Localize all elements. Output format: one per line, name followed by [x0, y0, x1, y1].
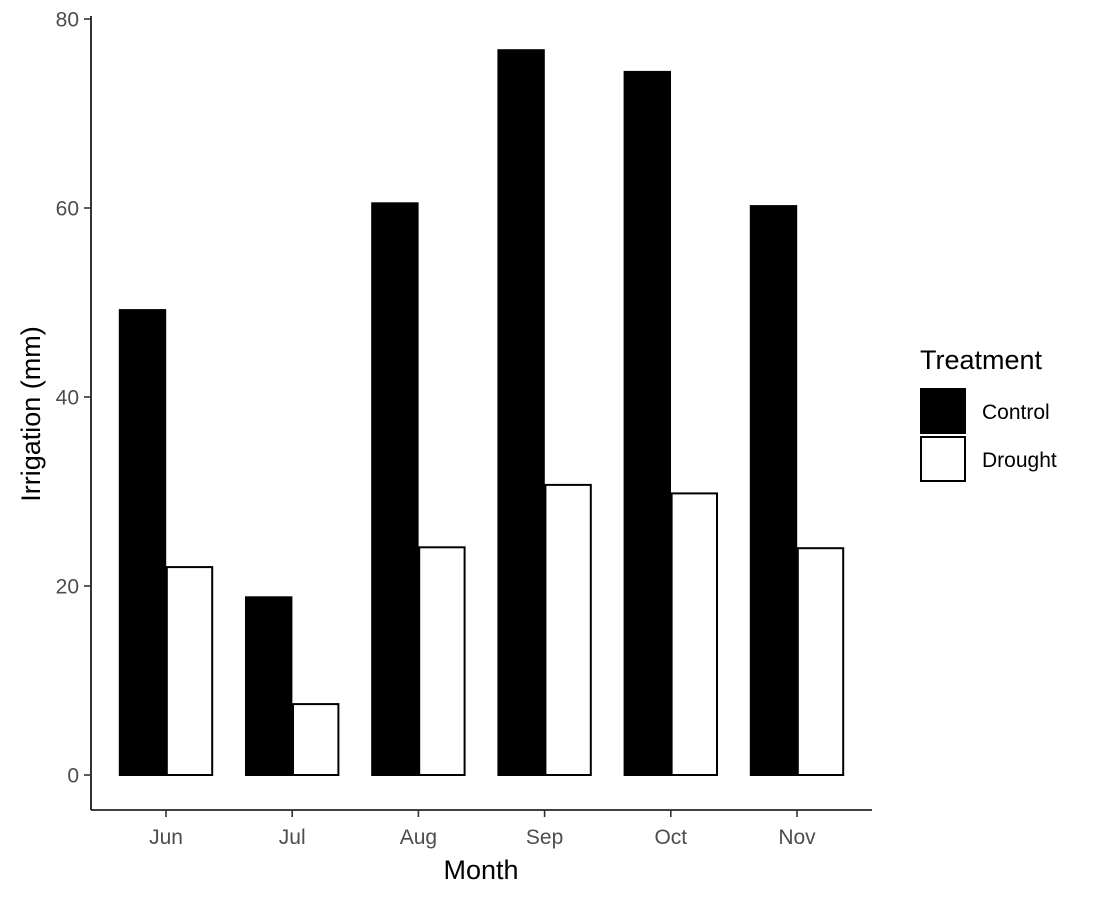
y-tick-label: 60 — [56, 198, 79, 221]
bar-control-oct — [623, 70, 671, 776]
x-tick-label: Aug — [400, 826, 437, 849]
y-axis-ticks: 0 20 40 60 80 — [56, 9, 91, 788]
y-axis-title: Irrigation (mm) — [16, 326, 46, 502]
bar-control-jun — [118, 309, 167, 776]
x-tick-label: Sep — [526, 826, 563, 849]
bars-layer — [118, 49, 845, 777]
legend-key-control — [920, 388, 966, 434]
legend: Treatment Control Drought — [920, 345, 1057, 482]
bar-drought-aug — [418, 546, 466, 776]
y-tick-label: 0 — [67, 765, 79, 788]
bar-control-aug — [371, 202, 419, 777]
x-tick-label: Jun — [149, 826, 183, 849]
x-tick-label: Nov — [778, 826, 816, 849]
bar-control-jul — [245, 596, 293, 776]
x-tick-label: Oct — [654, 826, 687, 849]
x-axis-ticks: Jun Jul Aug Sep Oct Nov — [149, 810, 816, 849]
legend-key-drought — [920, 436, 966, 482]
x-tick-label: Jul — [279, 826, 306, 849]
bar-control-sep — [497, 49, 545, 776]
legend-items: Control Drought — [920, 388, 1057, 482]
bar-drought-nov — [796, 547, 845, 777]
y-tick-label: 40 — [56, 387, 79, 410]
bar-control-nov — [749, 205, 798, 777]
y-tick-label: 80 — [56, 9, 79, 32]
legend-label-drought: Drought — [982, 449, 1057, 472]
x-axis-title: Month — [443, 855, 518, 885]
bar-drought-jun — [165, 566, 214, 776]
bar-drought-sep — [544, 483, 592, 776]
legend-label-control: Control — [982, 401, 1050, 424]
bar-drought-jul — [292, 703, 340, 776]
y-tick-label: 20 — [56, 576, 79, 599]
bar-drought-oct — [670, 492, 718, 776]
plot-area: 0 20 40 60 80 Jun Jul Aug Sep Oct Nov — [56, 9, 872, 849]
legend-title: Treatment — [920, 345, 1043, 375]
